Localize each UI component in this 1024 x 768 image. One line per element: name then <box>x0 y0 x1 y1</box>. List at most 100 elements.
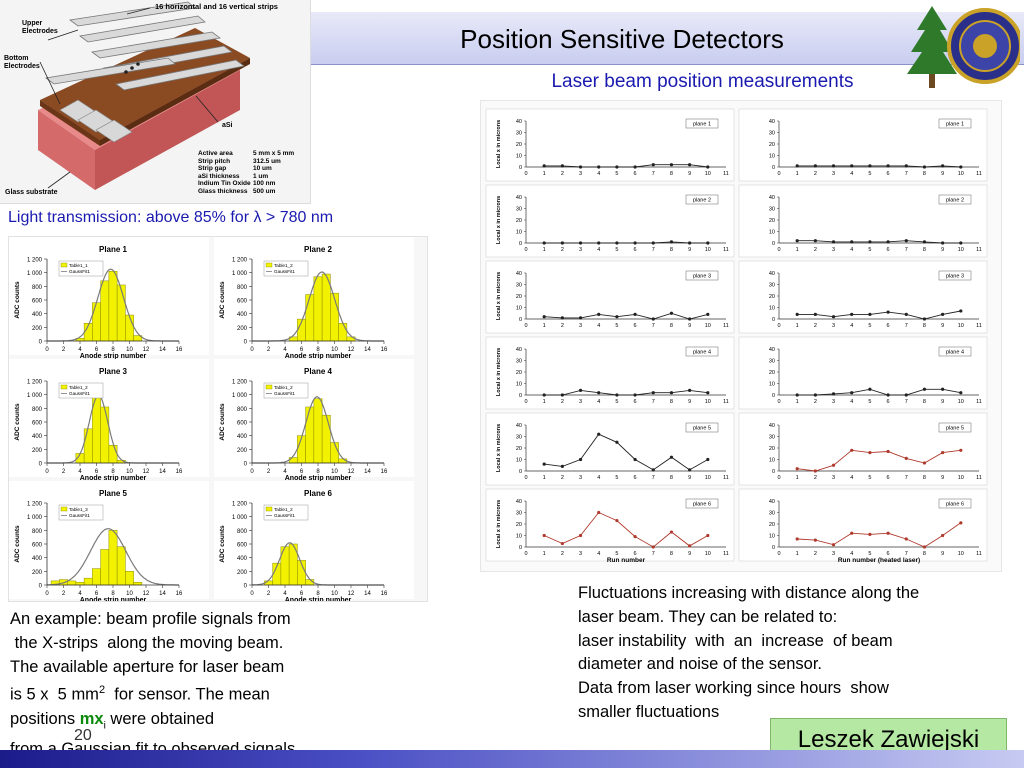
data-point <box>706 165 710 169</box>
x-tick-label: 6 <box>300 347 304 353</box>
y-tick-label: 1 000 <box>232 271 248 277</box>
x-tick-label: 3 <box>832 323 835 329</box>
x-tick-label: 7 <box>905 551 908 557</box>
data-point <box>651 468 655 472</box>
legend-item: Table1_2 <box>274 263 293 268</box>
histogram-bar <box>297 435 306 464</box>
y-tick-label: 20 <box>769 294 775 300</box>
x-tick-label: 10 <box>126 347 133 353</box>
glass-substrate-front <box>95 70 240 190</box>
y-tick-label: 30 <box>516 359 522 365</box>
x-axis-label: Run number <box>607 557 646 564</box>
data-point <box>922 165 927 169</box>
legend-box <box>58 382 104 399</box>
position-scan-chart: 0 10 20 30 40 0 1 2 3 4 5 6 7 8 9 10 11 Local x in micron… <box>485 260 735 334</box>
data-point <box>560 164 564 168</box>
x-tick-label: 7 <box>652 171 655 177</box>
y-axis-label: ADC counts <box>219 281 226 319</box>
y-tick-label: 400 <box>32 556 43 562</box>
x-tick-label: 16 <box>381 591 388 597</box>
x-tick-label: 4 <box>597 247 600 253</box>
data-point <box>941 312 945 316</box>
y-tick-label: 800 <box>32 407 43 413</box>
y-tick-label: 800 <box>32 285 43 291</box>
x-tick-label: 4 <box>597 551 600 557</box>
x-tick-label: 10 <box>331 469 338 475</box>
x-tick-label: 1 <box>796 247 799 253</box>
x-tick-label: 2 <box>561 475 564 481</box>
y-tick-label: 30 <box>516 207 522 213</box>
legend-swatch <box>265 262 273 268</box>
x-tick-label: 0 <box>45 347 49 353</box>
legend-swatch <box>265 384 273 390</box>
data-point <box>578 316 583 320</box>
legend-box <box>58 260 104 277</box>
y-tick-label: 20 <box>516 218 522 224</box>
x-axis-label: Anode strip number <box>80 597 147 601</box>
position-scan-chart: 0 10 20 30 40 0 1 2 3 4 5 6 7 8 9 10 11 Local x in micron… <box>485 184 735 258</box>
y-tick-label: 0 <box>519 545 522 551</box>
x-tick-label: 1 <box>543 171 546 177</box>
legend-box <box>938 346 972 357</box>
y-tick-label: 200 <box>32 448 43 454</box>
x-tick-label: 8 <box>111 591 115 597</box>
y-tick-label: 10 <box>516 534 522 540</box>
spec-row: Strip gap 10 um <box>198 165 272 173</box>
x-tick-label: 3 <box>579 399 582 405</box>
data-point <box>615 440 619 444</box>
legend-item: GaussFit1 <box>274 269 295 274</box>
legend-item: plane 5 <box>946 426 964 432</box>
x-tick-label: 8 <box>923 323 926 329</box>
x-tick-label: 2 <box>814 399 817 405</box>
data-point <box>615 241 619 245</box>
x-tick-label: 11 <box>723 323 729 329</box>
y-tick-label: 0 <box>39 462 43 468</box>
x-tick-label: 3 <box>832 171 835 177</box>
x-tick-label: 16 <box>381 347 388 353</box>
y-tick-label: 800 <box>237 407 248 413</box>
data-point <box>688 544 692 548</box>
data-point <box>831 463 836 467</box>
x-tick-label: 14 <box>159 347 166 353</box>
series-line <box>797 522 962 548</box>
x-tick-label: 9 <box>688 171 691 177</box>
x-tick-label: 6 <box>887 247 890 253</box>
legend-box <box>938 194 972 205</box>
x-tick-label: 9 <box>941 323 944 329</box>
x-tick-label: 10 <box>958 171 964 177</box>
histogram-chart: Plane 6 0 200 400 600 800 1 000 1 200 0 2 4 6 8 10 12 1… <box>214 481 414 604</box>
y-tick-label: 40 <box>769 423 775 429</box>
histogram-bar <box>313 398 323 464</box>
data-point <box>706 391 710 395</box>
data-point <box>615 518 619 523</box>
legend-box <box>938 422 972 433</box>
y-tick-label: 600 <box>32 299 43 305</box>
x-tick-label: 6 <box>95 591 99 597</box>
x-tick-label: 11 <box>976 475 982 481</box>
data-point <box>669 455 674 459</box>
x-tick-label: 3 <box>832 551 835 557</box>
scan-panel: 0 10 20 30 40 0 1 2 3 4 5 6 7 8 9 10 11 Local x in micron… <box>480 100 1002 572</box>
data-point <box>597 241 601 245</box>
position-scan-chart: 0 10 20 30 40 0 1 2 3 4 5 6 7 8 9 10 11 plane 4 <box>738 336 988 410</box>
x-tick-label: 10 <box>705 247 711 253</box>
data-point <box>922 240 927 244</box>
y-tick-label: 40 <box>769 347 775 353</box>
histogram-bar <box>133 582 143 586</box>
y-tick-label: 10 <box>769 458 775 464</box>
data-point <box>813 538 817 542</box>
y-tick-label: 30 <box>769 283 775 289</box>
histogram-bar <box>305 406 315 464</box>
x-tick-label: 14 <box>364 591 371 597</box>
x-tick-label: 8 <box>670 551 673 557</box>
data-point <box>813 469 817 473</box>
series-line <box>797 310 961 320</box>
x-tick-label: 5 <box>615 551 618 557</box>
y-tick-label: 30 <box>769 359 775 365</box>
tree-icon <box>907 6 957 88</box>
x-axis-label: Anode strip number <box>285 353 352 360</box>
y-tick-label: 30 <box>769 511 775 517</box>
x-tick-label: 9 <box>688 247 691 253</box>
position-scan-chart: 0 10 20 30 40 0 1 2 3 4 5 6 7 8 9 10 11 Local x in micron… <box>485 336 735 410</box>
